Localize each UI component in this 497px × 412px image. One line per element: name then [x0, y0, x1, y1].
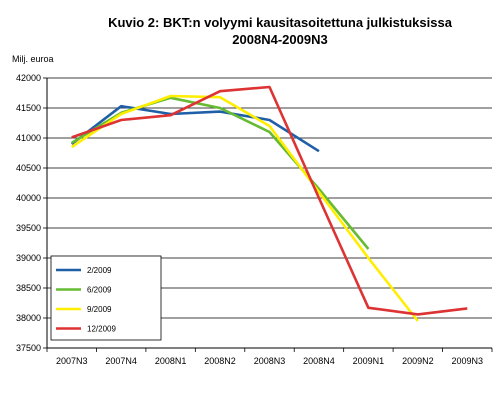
y-tick-label: 40000: [16, 193, 41, 203]
legend-label: 12/2009: [87, 325, 116, 334]
x-tick-label: 2009N2: [402, 356, 434, 366]
x-tick-label: 2008N4: [303, 356, 335, 366]
x-tick-label: 2008N3: [254, 356, 286, 366]
x-tick-label: 2009N3: [452, 356, 484, 366]
y-tick-labels: 37500 38000 38500 39000 39500 40000 40500 41000…: [16, 73, 47, 353]
y-tick-label: 37500: [16, 343, 41, 353]
y-tick-label: 42000: [16, 73, 41, 83]
series-lines: [70, 85, 468, 322]
x-tick-label: 2007N4: [105, 356, 137, 366]
y-tick-label: 41000: [16, 133, 41, 143]
legend: 2/2009 6/2009 9/2009 12/2009: [50, 255, 162, 341]
x-tick-label: 2008N1: [155, 356, 187, 366]
axes: [46, 78, 492, 349]
series-line-12-2009: [71, 85, 468, 316]
y-tick-label: 39500: [16, 223, 41, 233]
series-line-9-2009: [71, 94, 419, 322]
y-tick-label: 38500: [16, 283, 41, 293]
x-tick-label: 2009N1: [353, 356, 385, 366]
series-line-2-2009: [70, 104, 320, 153]
y-tick-label: 39000: [16, 253, 41, 263]
x-tick-label: 2007N3: [56, 356, 88, 366]
y-tick-label: 38000: [16, 313, 41, 323]
x-tick-label: 2008N2: [204, 356, 236, 366]
legend-label: 9/2009: [87, 305, 112, 314]
y-tick-label: 41500: [16, 103, 41, 113]
chart-title: Kuvio 2: BKT:n volyymi kausitasoitettuna…: [108, 15, 453, 30]
legend-label: 2/2009: [87, 266, 112, 275]
legend-label: 6/2009: [87, 286, 112, 295]
x-tick-labels: 2007N3 2007N4 2008N1 2008N2 2008N3 2008N4 2009…: [46, 348, 493, 366]
chart-subtitle: 2008N4-2009N3: [232, 32, 327, 47]
y-tick-label: 40500: [16, 163, 41, 173]
y-axis-unit-label: Milj. euroa: [12, 54, 54, 64]
